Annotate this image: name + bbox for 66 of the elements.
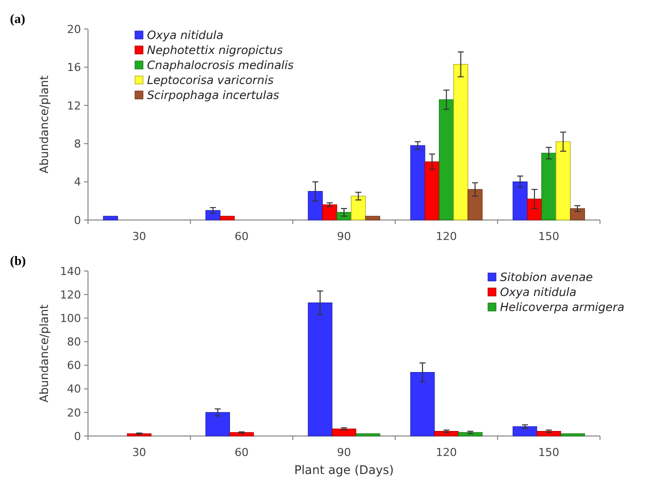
x-tick-label: 60 <box>234 446 249 459</box>
y-axis-title: Abundance/plant <box>37 75 51 174</box>
y-tick-label: 0 <box>74 430 81 443</box>
legend-label: Sitobion avenae <box>500 270 593 284</box>
x-tick-label: 120 <box>436 230 457 243</box>
bar <box>424 161 440 220</box>
x-tick-label: 90 <box>337 230 351 243</box>
bar <box>205 210 220 220</box>
bar <box>560 433 585 436</box>
y-tick-label: 40 <box>67 382 81 396</box>
bar <box>410 145 426 220</box>
y-tick-label: 80 <box>67 336 81 349</box>
bar <box>453 64 468 220</box>
legend-label: Leptocorisa varicornis <box>147 73 274 87</box>
y-tick-label: 100 <box>60 312 81 325</box>
y-tick-label: 60 <box>67 359 81 372</box>
bar <box>468 189 483 220</box>
bar <box>126 433 152 436</box>
bar <box>365 216 380 220</box>
bar <box>229 432 254 436</box>
legend-label: Nephotettix nigropictus <box>147 43 283 57</box>
y-tick-label: 120 <box>60 288 81 302</box>
bar <box>308 302 332 436</box>
x-tick-label: 90 <box>337 446 351 459</box>
text: (b) <box>10 253 26 268</box>
bar <box>308 191 323 220</box>
y-tick-label: 12 <box>67 99 81 112</box>
bar <box>410 372 435 436</box>
bar <box>512 426 538 436</box>
bar <box>220 216 235 220</box>
x-tick-label: 60 <box>234 230 249 243</box>
y-tick-label: 16 <box>67 61 81 74</box>
bar <box>332 428 356 436</box>
bar <box>526 198 542 220</box>
bar <box>205 412 230 436</box>
text: (a) <box>10 11 26 26</box>
y-tick-label: 140 <box>60 264 81 278</box>
bar <box>322 204 338 220</box>
legend-label: Scirpophaga incertulas <box>147 88 280 102</box>
y-tick-label: 20 <box>67 22 81 36</box>
bar <box>458 432 483 436</box>
bar <box>438 99 454 220</box>
legend-label: Cnaphalocrosis medinalis <box>147 58 294 72</box>
bar <box>541 152 556 220</box>
bar <box>536 430 562 436</box>
bar <box>556 141 571 220</box>
bar <box>434 430 459 436</box>
bar <box>570 208 585 220</box>
x-tick-label: 120 <box>436 446 457 459</box>
y-tick-label: 0 <box>74 214 81 227</box>
bar <box>356 433 380 436</box>
y-tick-label: 4 <box>74 176 81 189</box>
x-axis-title: Plant age (Days) <box>294 463 394 477</box>
y-tick-label: 20 <box>67 406 81 420</box>
bar <box>512 182 528 220</box>
x-tick-label: 150 <box>538 230 560 243</box>
x-tick-label: 30 <box>132 446 146 459</box>
y-tick-label: 8 <box>74 137 81 150</box>
y-axis-title: Abundance/plant <box>37 304 51 402</box>
legend-label: Oxya nitidula <box>147 28 224 42</box>
x-tick-label: 30 <box>132 230 146 243</box>
x-tick-label: 150 <box>538 446 560 459</box>
legend-label: Oxya nitidula <box>500 285 576 299</box>
bar <box>103 216 118 220</box>
legend-label: Helicoverpa armigera <box>500 300 624 314</box>
bar <box>350 196 366 220</box>
